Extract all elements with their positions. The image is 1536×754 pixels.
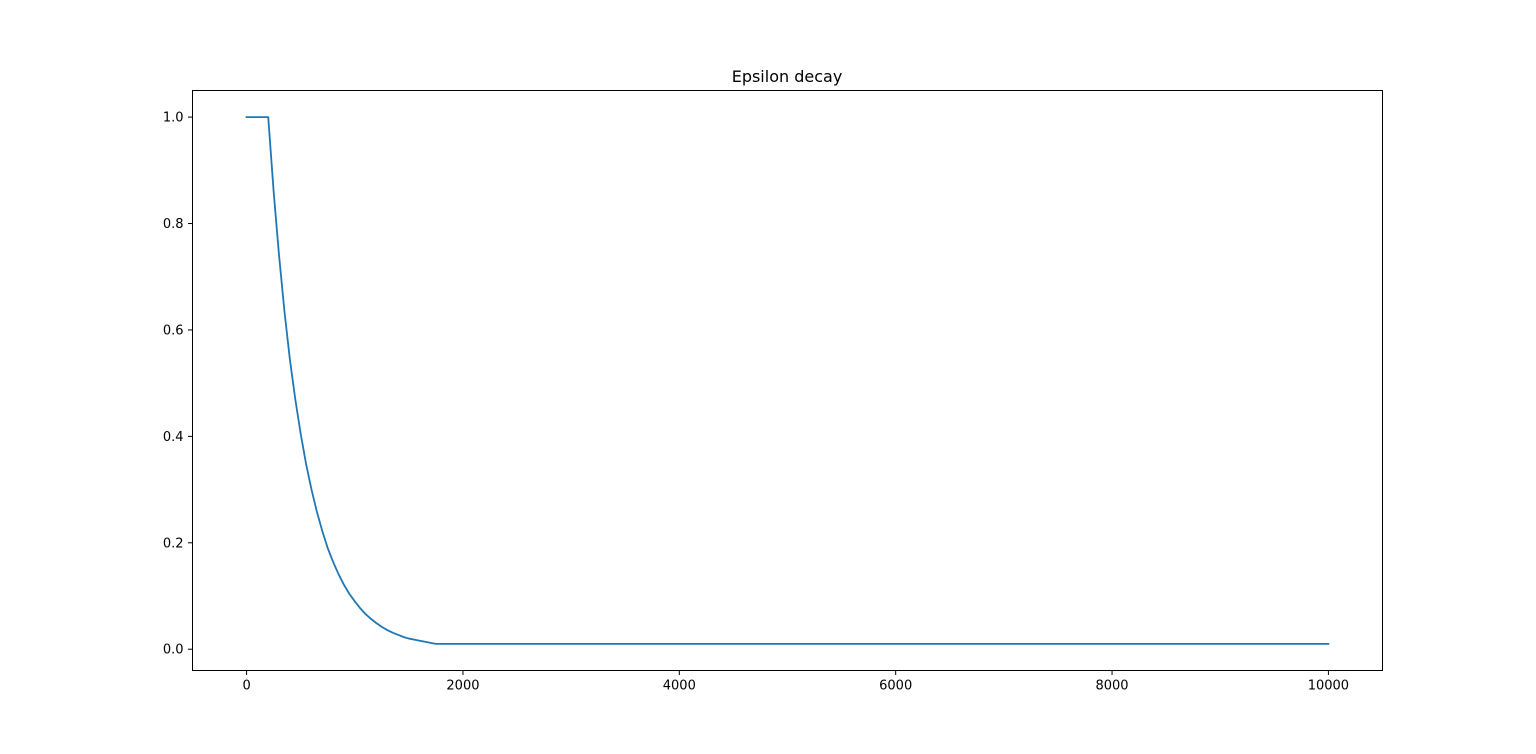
x-axis-ticks: 0 2000 4000 6000 8000 10000	[242, 670, 1349, 694]
y-tick-label: 1.0	[163, 111, 184, 126]
y-tick-label: 0.0	[163, 643, 184, 658]
y-tick-label: 0.6	[163, 323, 184, 338]
y-axis-ticks: 0.0 0.2 0.4 0.6 0.8 1.0	[163, 111, 193, 658]
chart-title: Epsilon decay	[732, 67, 843, 86]
series-line-0	[245, 116, 1330, 645]
x-tick-label: 10000	[1308, 679, 1349, 694]
y-tick-label: 0.4	[163, 430, 184, 445]
x-tick-label: 0	[242, 679, 250, 694]
plot-frame	[192, 90, 1383, 671]
x-tick-label: 2000	[446, 679, 479, 694]
plot-lines	[245, 116, 1330, 645]
x-tick-label: 8000	[1095, 679, 1128, 694]
x-tick-label: 4000	[663, 679, 696, 694]
x-tick-label: 6000	[879, 679, 912, 694]
y-tick-label: 0.8	[163, 217, 184, 232]
y-tick-label: 0.2	[163, 536, 184, 551]
